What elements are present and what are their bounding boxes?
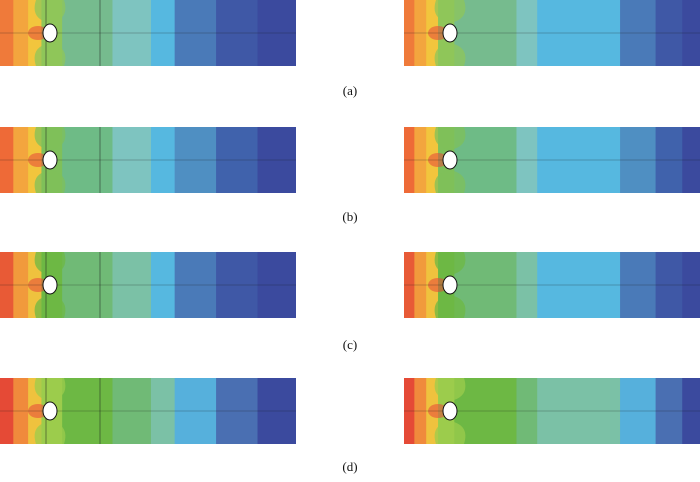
circular-hole [442, 275, 458, 295]
circular-hole [42, 23, 58, 43]
circular-hole [442, 150, 458, 170]
circular-hole [42, 150, 58, 170]
stress-lobe [34, 378, 66, 401]
circular-hole [442, 23, 458, 43]
stress-lobe [434, 43, 466, 66]
circular-hole [442, 401, 458, 421]
contour-panel-a-left [0, 0, 296, 66]
caption-d: (d) [342, 459, 358, 474]
stress-lobe [34, 295, 66, 318]
stress-lobe [434, 295, 466, 318]
contour-panel-d-right [404, 378, 700, 444]
stress-lobe [434, 127, 466, 150]
caption-b: (b) [342, 209, 358, 224]
stress-lobe [34, 170, 66, 193]
stress-lobe [34, 0, 66, 23]
circular-hole [42, 401, 58, 421]
contour-plot [0, 252, 296, 318]
contour-plot [404, 127, 700, 193]
stress-lobe [434, 0, 466, 23]
stress-lobe [34, 421, 66, 444]
contour-panel-b-right [404, 127, 700, 193]
caption-c: (c) [342, 337, 358, 352]
stress-lobe [34, 252, 66, 275]
stress-lobe [434, 421, 466, 444]
stress-lobe [434, 252, 466, 275]
stress-lobe [434, 170, 466, 193]
contour-plot [0, 378, 296, 444]
contour-plot [404, 0, 700, 66]
contour-plot [404, 252, 700, 318]
contour-panel-c-right [404, 252, 700, 318]
stress-lobe [34, 43, 66, 66]
stress-lobe [34, 127, 66, 150]
contour-panel-c-left [0, 252, 296, 318]
stress-lobe [434, 378, 466, 401]
contour-plot [404, 378, 700, 444]
contour-plot [0, 0, 296, 66]
circular-hole [42, 275, 58, 295]
contour-panel-d-left [0, 378, 296, 444]
caption-a: (a) [342, 83, 358, 98]
contour-plot [0, 127, 296, 193]
contour-panel-b-left [0, 127, 296, 193]
contour-panel-a-right [404, 0, 700, 66]
